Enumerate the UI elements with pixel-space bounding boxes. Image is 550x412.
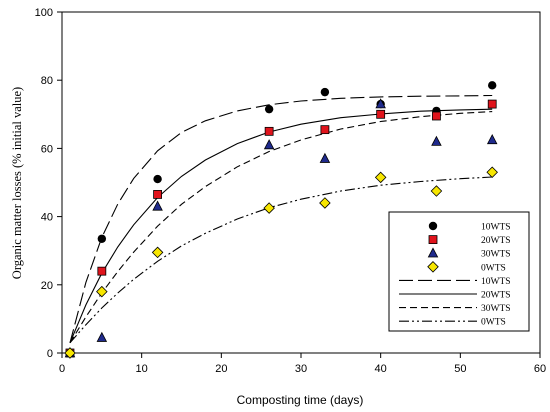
legend-label: 0WTS — [481, 263, 506, 273]
fit-line-20wts — [69, 108, 493, 344]
data-point-30wts — [431, 135, 442, 146]
data-point-0wts — [263, 202, 275, 214]
data-point-0wts — [486, 166, 498, 179]
x-tick-label: 40 — [375, 363, 387, 375]
data-point-0wts — [151, 246, 164, 259]
data-point-20wts — [320, 125, 330, 135]
x-tick-label: 60 — [534, 363, 546, 375]
fit-line-10wts — [69, 94, 493, 343]
legend-box — [388, 211, 530, 332]
legend-marker-10wts — [428, 221, 438, 231]
legend: 10WTS 20WTS 30WTS 0WTS 10WTS 20WTS 30WTS 0WTS — [388, 211, 530, 332]
data-point-10wts — [153, 174, 162, 184]
y-tick-label: 20 — [41, 280, 53, 292]
y-tick-label: 0 — [47, 348, 53, 360]
data-point-30wts — [263, 139, 275, 150]
legend-marker-30wts — [427, 247, 439, 258]
fit-line-30wts — [69, 111, 493, 344]
data-point-20wts — [487, 99, 497, 109]
fit-line-0wts — [69, 176, 493, 344]
legend-marker-20wts — [428, 235, 438, 245]
data-point-20wts — [432, 111, 441, 121]
legend-marker-0wts — [427, 261, 439, 273]
legend-label: 20WTS — [481, 291, 511, 301]
data-point-20wts — [376, 109, 386, 119]
x-tick-label: 30 — [295, 363, 307, 375]
legend-label: 20WTS — [481, 236, 511, 246]
data-point-20wts — [153, 190, 163, 199]
y-axis-title: Organic matter losses (% initial value) — [10, 87, 24, 279]
legend-label: 30WTS — [481, 304, 511, 314]
x-tick-label: 20 — [215, 363, 227, 375]
data-point-0wts — [430, 185, 443, 197]
data-point-10wts — [264, 104, 274, 114]
y-tick-label: 60 — [41, 143, 53, 155]
data-point-0wts — [64, 347, 76, 359]
legend-label: 10WTS — [481, 277, 511, 287]
legend-label: 0WTS — [481, 318, 506, 328]
legend-label: 10WTS — [481, 223, 511, 233]
x-axis-title: Composting time (days) — [237, 393, 364, 407]
data-point-30wts — [375, 98, 386, 109]
x-tick-label: 10 — [136, 363, 148, 375]
y-tick-label: 100 — [35, 7, 53, 19]
data-point-30wts — [96, 331, 108, 342]
y-tick-label: 40 — [41, 212, 53, 224]
x-tick-label: 50 — [454, 363, 466, 375]
data-point-20wts — [264, 126, 274, 136]
data-point-30wts — [486, 134, 498, 145]
data-point-0wts — [374, 171, 387, 184]
x-tick-label: 0 — [59, 363, 65, 375]
y-tick-label: 80 — [41, 75, 53, 87]
data-point-10wts — [320, 87, 330, 97]
data-point-30wts — [152, 200, 163, 211]
data-point-10wts — [488, 81, 497, 90]
data-point-0wts — [319, 197, 331, 209]
data-point-10wts — [97, 234, 107, 243]
data-point-30wts — [319, 152, 331, 163]
data-point-0wts — [96, 285, 108, 298]
data-point-20wts — [97, 266, 107, 276]
legend-label: 30WTS — [481, 250, 511, 260]
